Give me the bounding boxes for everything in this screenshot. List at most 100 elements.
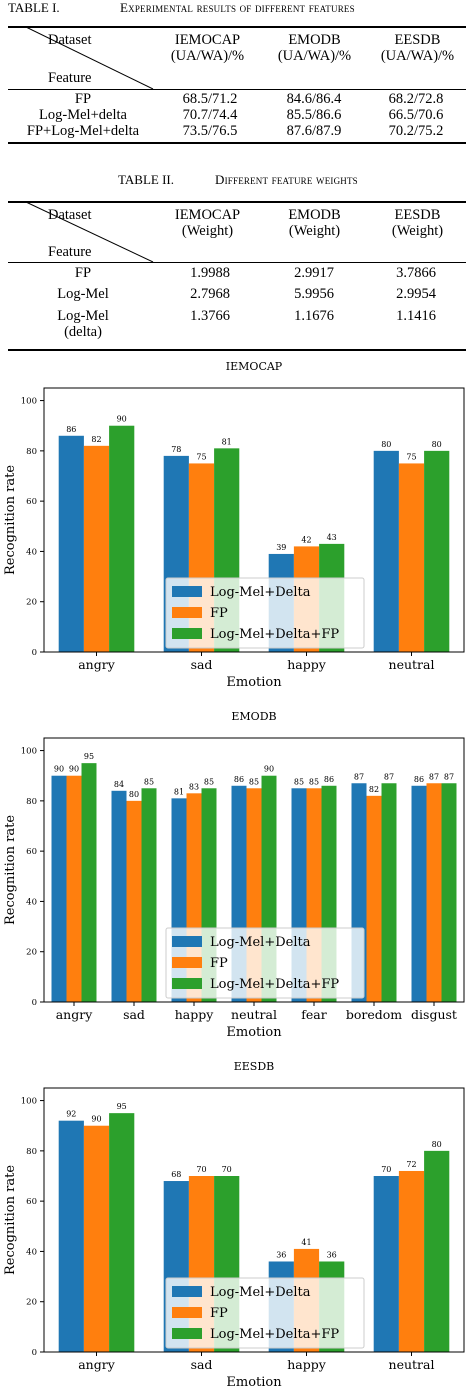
legend-swatch bbox=[172, 628, 202, 639]
table-row: Log-Mel (delta) 1.3766 1.1676 1.1416 bbox=[8, 308, 466, 340]
col-name: EESDB bbox=[394, 207, 441, 223]
x-axis-label: Emotion bbox=[226, 1375, 282, 1390]
legend: Log-Mel+Delta FP Log-Mel+Delta+FP bbox=[165, 577, 365, 649]
table1-col-eesdb: EESDB (UA/WA)/% bbox=[365, 32, 470, 64]
y-tick-label: 40 bbox=[26, 897, 37, 907]
data-label: 90 bbox=[91, 1115, 101, 1124]
col-name: EMODB bbox=[288, 207, 341, 223]
x-axis-label: Emotion bbox=[226, 1025, 282, 1040]
legend-swatch bbox=[172, 607, 202, 618]
y-tick-label: 0 bbox=[32, 1348, 37, 1358]
bar bbox=[424, 1150, 450, 1352]
bar bbox=[66, 775, 82, 1002]
data-label: 82 bbox=[369, 785, 379, 794]
legend-swatch bbox=[172, 957, 202, 968]
x-tick-label: happy bbox=[175, 1007, 215, 1022]
table1-header-rule bbox=[8, 89, 466, 90]
table2-col-eesdb: EESDB (Weight) bbox=[365, 207, 470, 239]
col-name: IEMOCAP bbox=[174, 207, 241, 223]
y-tick-label: 20 bbox=[26, 948, 37, 958]
x-tick-label: angry bbox=[56, 1007, 93, 1022]
y-axis-label: Recognition rate bbox=[3, 815, 18, 925]
col-unit: (Weight) bbox=[288, 223, 341, 239]
data-label: 86 bbox=[66, 425, 76, 434]
data-label: 82 bbox=[91, 435, 101, 444]
chart-iemocap: IEMOCAP 0 20 40 60 80 100 86 82 90 angry 78 75 81 sad 3… bbox=[3, 360, 465, 690]
bar bbox=[381, 783, 397, 1002]
y-tick-label: 60 bbox=[26, 497, 37, 507]
bar bbox=[426, 783, 442, 1002]
y-tick-label: 100 bbox=[21, 1097, 37, 1107]
feature-cell: FP bbox=[74, 265, 92, 281]
bar bbox=[126, 800, 142, 1002]
x-tick-label: sad bbox=[191, 657, 213, 672]
value-cell: 2.9954 bbox=[396, 286, 436, 302]
bar bbox=[398, 1170, 425, 1352]
chart-title: EESDB bbox=[234, 1060, 275, 1073]
legend-label: Log-Mel+Delta bbox=[210, 935, 311, 950]
table2-caption-title: Different feature weights bbox=[215, 172, 358, 187]
chart-title: EMODB bbox=[231, 710, 276, 723]
col-unit: (UA/WA)/% bbox=[277, 48, 352, 64]
value-cell: 1.1416 bbox=[396, 308, 436, 324]
table2-col-iemocap: IEMOCAP (Weight) bbox=[155, 207, 260, 239]
plot-frame bbox=[43, 387, 465, 653]
bar bbox=[83, 445, 110, 652]
col-unit: (Weight) bbox=[181, 223, 234, 239]
data-label: 72 bbox=[406, 1160, 416, 1169]
feature-line: Log-Mel bbox=[57, 308, 109, 324]
legend: Log-Mel+Delta FP Log-Mel+Delta+FP bbox=[165, 927, 365, 999]
bar bbox=[411, 785, 427, 1002]
legend-label: FP bbox=[210, 956, 228, 971]
feature-cell: FP+Log-Mel+delta bbox=[26, 123, 140, 139]
table-row: FP 1.9988 2.9917 3.7866 bbox=[8, 265, 466, 286]
data-label: 86 bbox=[414, 775, 424, 784]
plot-frame bbox=[43, 737, 465, 1003]
legend-box bbox=[165, 927, 365, 999]
data-label: 83 bbox=[189, 782, 199, 791]
data-label: 85 bbox=[309, 777, 319, 786]
table1-caption-number: TABLE I. bbox=[8, 0, 60, 15]
table1-body: FP 68.5/71.2 84.6/86.4 68.2/72.8 Log-Mel… bbox=[8, 91, 466, 139]
x-tick-label: neutral bbox=[389, 657, 435, 672]
x-tick-label: disgust bbox=[411, 1007, 457, 1022]
x-tick-label: angry bbox=[78, 657, 115, 672]
y-axis-label: Recognition rate bbox=[3, 465, 18, 575]
table1-caption-title: Experimental results of different featur… bbox=[120, 0, 355, 15]
legend-swatch bbox=[172, 586, 202, 597]
bar bbox=[58, 435, 84, 652]
data-label: 90 bbox=[54, 765, 64, 774]
data-label: 85 bbox=[249, 777, 259, 786]
y-tick-label: 100 bbox=[21, 397, 37, 407]
x-tick-label: sad bbox=[123, 1007, 145, 1022]
table-row: Log-Mel+delta 70.7/74.4 85.5/86.6 66.5/7… bbox=[8, 107, 466, 123]
data-label: 90 bbox=[264, 765, 274, 774]
table1-top-rule bbox=[8, 26, 466, 28]
data-label: 78 bbox=[171, 445, 181, 454]
legend-swatch bbox=[172, 1307, 202, 1318]
table2-top-rule bbox=[8, 201, 466, 203]
legend-swatch bbox=[172, 936, 202, 947]
y-tick-label: 20 bbox=[26, 1298, 37, 1308]
y-tick-label: 80 bbox=[26, 1147, 37, 1157]
data-label: 68 bbox=[171, 1170, 181, 1179]
data-label: 86 bbox=[324, 775, 334, 784]
col-unit: (Weight) bbox=[391, 223, 444, 239]
x-tick-label: neutral bbox=[389, 1357, 435, 1372]
table-row: FP 68.5/71.2 84.6/86.4 68.2/72.8 bbox=[8, 91, 466, 107]
bar bbox=[424, 450, 450, 652]
legend-label: Log-Mel+Delta bbox=[210, 585, 311, 600]
y-tick-label: 100 bbox=[21, 747, 37, 757]
col-name: IEMOCAP bbox=[174, 32, 241, 48]
table1-col-emodb: EMODB (UA/WA)/% bbox=[262, 32, 367, 64]
value-cell: 66.5/70.6 bbox=[388, 107, 444, 123]
col-name: EESDB bbox=[394, 32, 441, 48]
table1-col-iemocap: IEMOCAP (UA/WA)/% bbox=[155, 32, 260, 64]
col-unit: (UA/WA)/% bbox=[170, 48, 245, 64]
feature-cell: Log-Mel (delta) bbox=[8, 308, 158, 340]
y-tick-label: 80 bbox=[26, 797, 37, 807]
table2-corner-dataset: Dataset bbox=[48, 207, 92, 223]
legend-label: Log-Mel+Delta+FP bbox=[210, 977, 339, 992]
table-row: FP+Log-Mel+delta 73.5/76.5 87.6/87.9 70.… bbox=[8, 123, 466, 139]
data-label: 92 bbox=[66, 1110, 76, 1119]
